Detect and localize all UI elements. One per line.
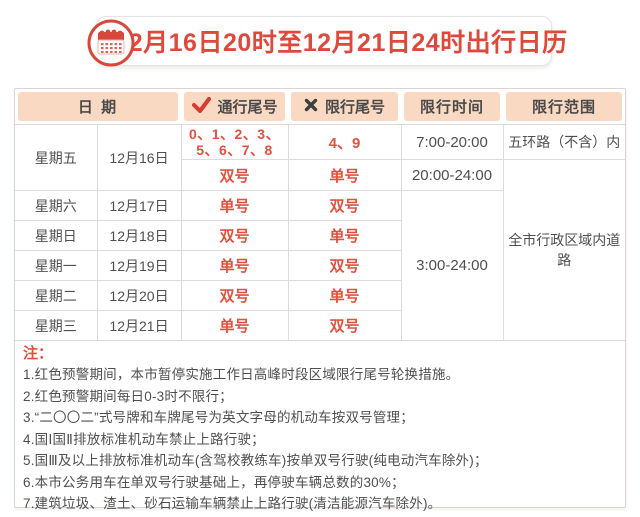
table-row-dec21: 星期三 12月21日 单号 双号 — [15, 310, 625, 341]
notes-section: 注： 1.红色预警期间，本市暂停实施工作日高峰时段区域限行尾号轮换措施。 2.红… — [15, 337, 625, 515]
note-item-6: 6.本市公务用车在单双号行驶基础上，再停驶车辆总数的30%； — [23, 474, 405, 490]
col-header-restricted: 限行尾号 — [288, 89, 402, 125]
restricted-tails-cell: 单号 — [287, 280, 402, 311]
scope-cell-citywide: 全市行政区域内道路 — [502, 159, 626, 341]
calendar-icon — [86, 18, 136, 68]
note-item-7: 7.建筑垃圾、渣土、砂石运输车辆禁止上路行驶(清洁能源汽车除外)。 — [23, 496, 442, 511]
day-cell: 星期五 — [15, 124, 98, 191]
allowed-tails-cell: 双号 — [180, 159, 289, 191]
time-cell-rest: 3:00-24:00 — [400, 190, 504, 341]
day-cell: 星期二 — [15, 280, 98, 311]
note-item-3: 3.“二〇〇二”式号牌和车牌尾号为英文字母的机动车按双号管理； — [23, 410, 414, 425]
scope-header-label: 限行范围 — [532, 99, 597, 116]
schedule-panel: 日 期 通行尾号 限行尾号 限行时间 — [14, 88, 626, 511]
date-cell: 12月17日 — [96, 190, 182, 221]
allowed-tails-cell: 单号 — [180, 190, 289, 221]
date-cell: 12月19日 — [96, 250, 182, 281]
restricted-tails-cell: 双号 — [287, 250, 402, 281]
date-cell: 12月20日 — [96, 280, 182, 311]
note-item-4: 4.国Ⅰ国Ⅱ排放标准机动车禁止上路行驶； — [23, 431, 265, 447]
table-row-dec16-peak: 星期五 12月16日 0、1、2、3、 5、6、7、8 4、9 7:00-20:… — [15, 124, 626, 191]
day-cell: 星期日 — [15, 220, 98, 251]
table-row-dec16-night: 双号 单号 20:00-24:00 全市行政区域内道路 — [15, 159, 626, 341]
col-header-date: 日 期 — [15, 89, 182, 125]
scope-cell: 五环路（不含）内 — [502, 124, 626, 160]
day-cell: 星期一 — [15, 250, 98, 281]
allowed-tails-cell: 双号 — [180, 220, 289, 251]
restricted-tails-cell: 单号 — [287, 220, 402, 251]
allowed-tails-cell: 单号 — [180, 250, 289, 281]
time-cell: 7:00-20:00 — [400, 124, 504, 160]
date-cell: 12月16日 — [96, 124, 182, 191]
allowed-tails-cell: 双号 — [180, 280, 289, 311]
time-cell: 20:00-24:00 — [400, 159, 504, 191]
col-header-time: 限行时间 — [401, 89, 504, 125]
col-header-allowed: 通行尾号 — [181, 89, 289, 125]
date-cell: 12月21日 — [96, 310, 182, 341]
restricted-tails-cell: 双号 — [287, 190, 402, 221]
date-header-label: 日 期 — [77, 99, 119, 116]
check-icon — [191, 96, 211, 117]
table-header-row: 日 期 通行尾号 限行尾号 限行时间 — [15, 89, 626, 125]
allowed-header-label: 通行尾号 — [217, 99, 278, 116]
cross-icon — [304, 98, 318, 116]
table-row-dec17: 星期六 12月17日 单号 双号 3:00-24:00 — [15, 190, 625, 341]
note-item-1: 1.红色预警期间，本市暂停实施工作日高峰时段区域限行尾号轮换措施。 — [23, 367, 460, 382]
page-title: 12月16日20时至12月21日24时出行日历 — [114, 29, 568, 57]
restricted-tails-cell: 双号 — [287, 310, 402, 341]
time-header-label: 限行时间 — [420, 99, 485, 116]
note-item-2: 2.红色预警期间每日0-3时不限行； — [23, 388, 233, 404]
allowed-tails-cell: 0、1、2、3、 5、6、7、8 — [180, 124, 289, 160]
day-cell: 星期六 — [15, 190, 98, 221]
note-item-5: 5.国Ⅲ及以上排放标准机动车(含驾校教练车)按单双号行驶(纯电动汽车除外)； — [23, 453, 488, 468]
restricted-tails-cell: 4、9 — [287, 124, 402, 160]
notes-label: 注： — [23, 345, 54, 362]
day-cell: 星期三 — [15, 310, 98, 341]
restriction-table: 日 期 通行尾号 限行尾号 限行时间 — [15, 89, 626, 341]
allowed-tails-cell: 单号 — [180, 310, 289, 341]
banner-title-box: 12月16日20时至12月21日24时出行日历 — [96, 16, 567, 66]
restricted-tails-cell: 单号 — [287, 159, 402, 191]
col-header-scope: 限行范围 — [503, 89, 626, 125]
table-row-dec19: 星期一 12月19日 单号 双号 — [15, 250, 625, 281]
date-cell: 12月18日 — [96, 220, 182, 251]
restricted-header-label: 限行尾号 — [325, 99, 386, 116]
